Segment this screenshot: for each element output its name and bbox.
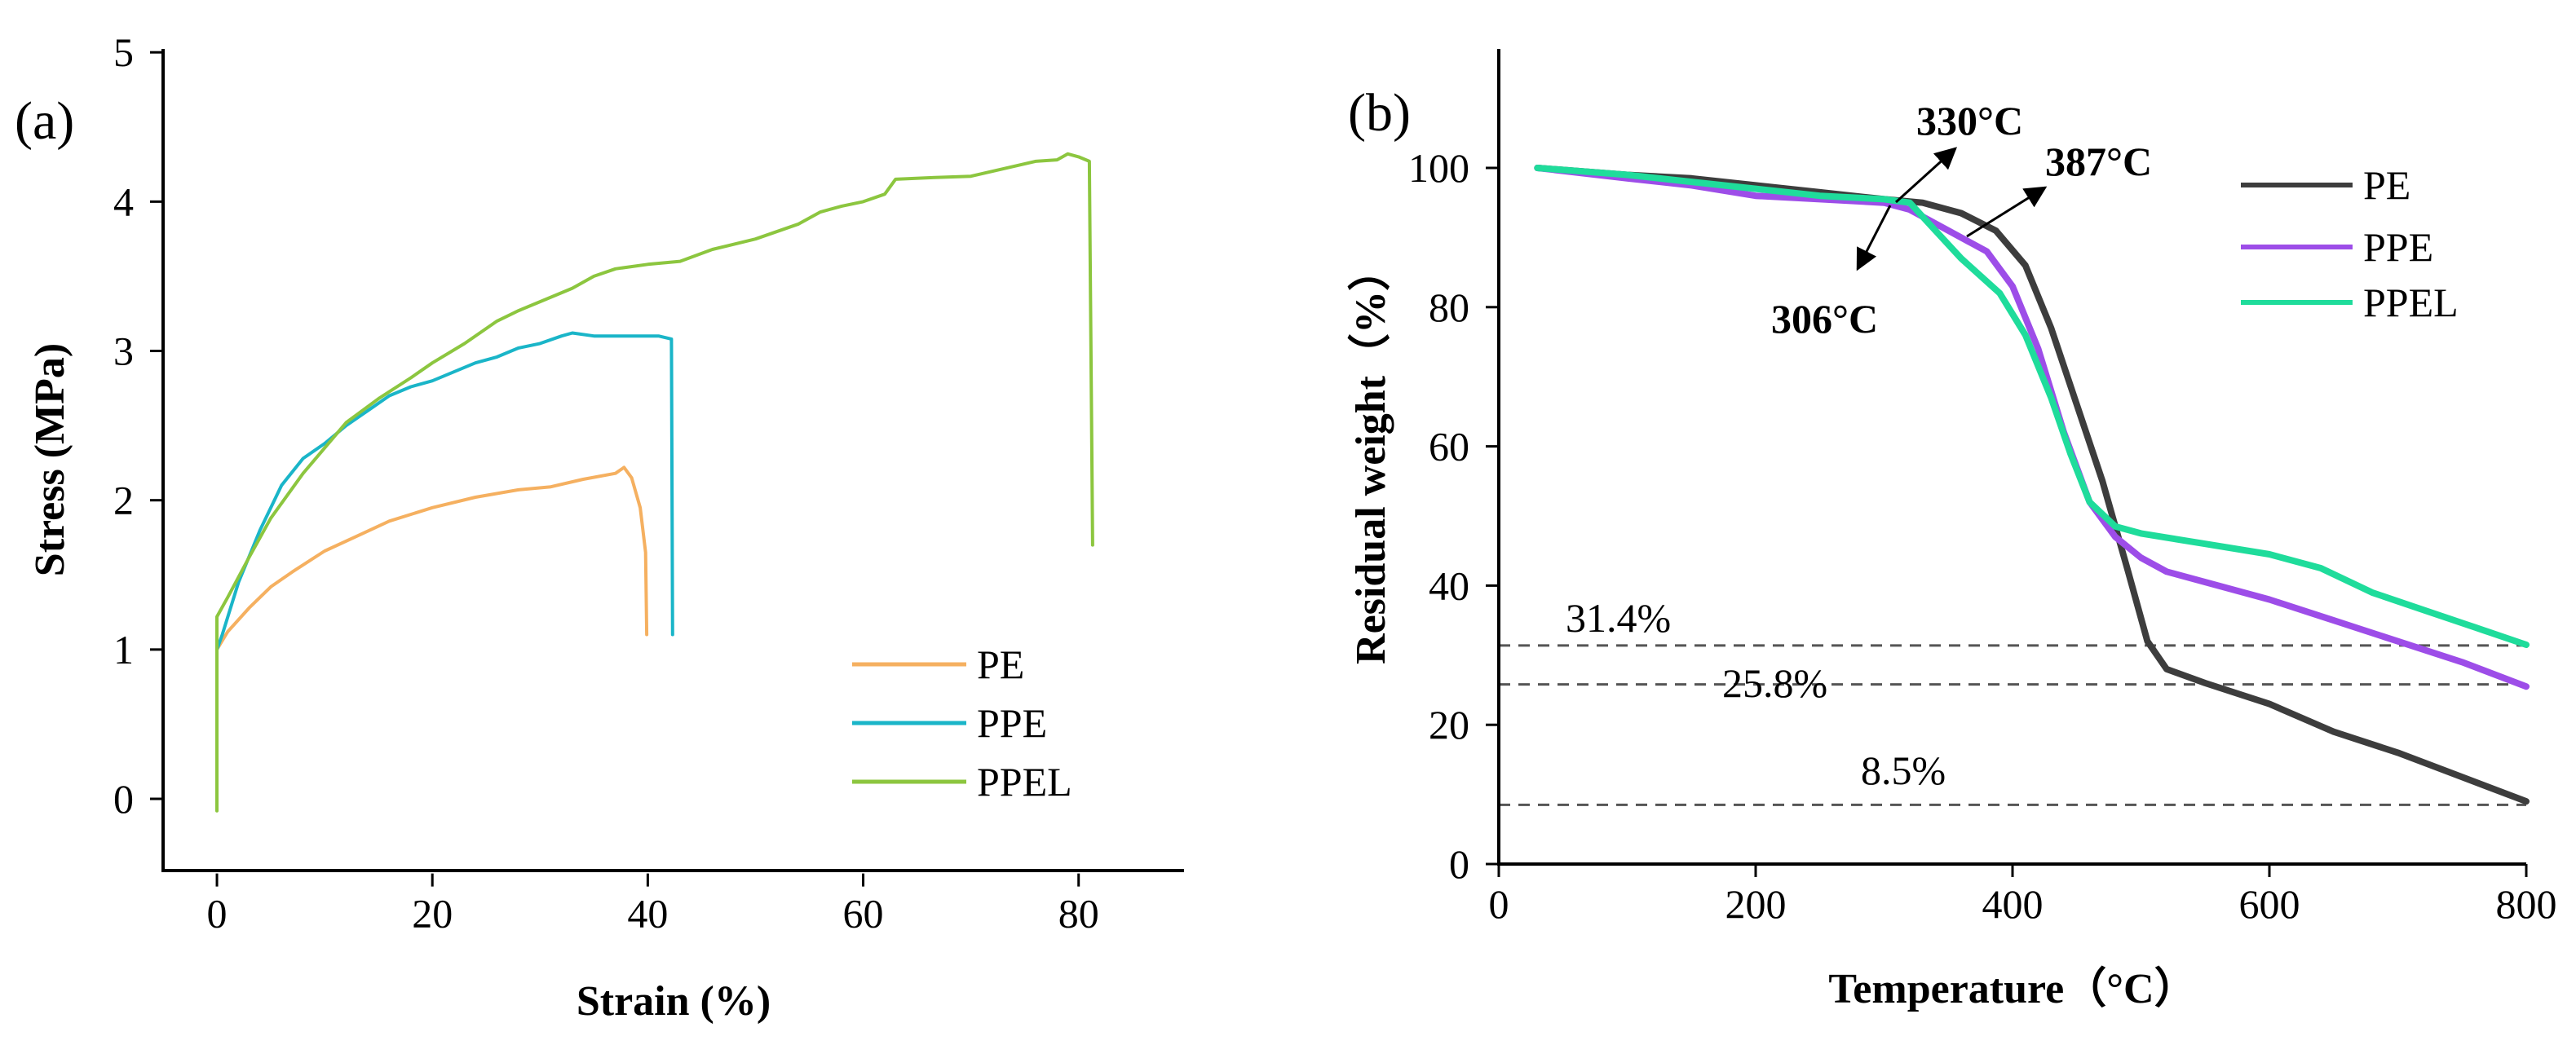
- series-line-pe: [215, 465, 649, 651]
- annot-330: 330°C: [1916, 98, 2023, 143]
- arrow-387: [1966, 186, 2048, 238]
- y-tick-label: 100: [1408, 145, 1469, 191]
- y-tick-label: 0: [113, 776, 134, 822]
- x-tick-label: 600: [2239, 881, 2300, 927]
- ref-label-25-8: 25.8%: [1722, 660, 1827, 706]
- x-tick-label: 40: [627, 891, 668, 937]
- y-tick-label: 0: [1449, 841, 1469, 887]
- panel-b-y-ticks: 0 20 40 60 80 100: [1408, 145, 1499, 887]
- panel-a-x-title: Strain (%): [577, 978, 771, 1025]
- x-tick-label: 0: [207, 891, 228, 937]
- panel-a-axes: [161, 49, 1184, 872]
- panel-b-x-title: Temperature（°C）: [1828, 965, 2196, 1012]
- panel-a-x-ticks: 0 20 40 60 80: [207, 873, 1099, 937]
- y-tick-label: 3: [113, 328, 134, 374]
- legend-ppe-label: PPE: [977, 700, 1047, 746]
- x-tick-label: 400: [1982, 881, 2044, 927]
- panel-b-legend: PE PPE PPEL: [2241, 162, 2459, 325]
- panel-a-y-title: Stress (MPa): [27, 343, 73, 576]
- annot-306: 306°C: [1771, 296, 1878, 342]
- y-tick-label: 60: [1429, 424, 1469, 470]
- x-tick-label: 80: [1058, 891, 1099, 937]
- y-tick-label: 5: [113, 29, 134, 75]
- panel-a-series-group: [215, 152, 1094, 813]
- x-tick-label: 200: [1725, 881, 1787, 927]
- legend-b-ppel-label: PPEL: [2363, 280, 2459, 325]
- x-tick-label: 20: [412, 891, 453, 937]
- panel-a-y-ticks: 0 1 2 3 4 5: [113, 29, 163, 822]
- series-line-ppel: [1534, 165, 2530, 648]
- legend-b-pe-label: PE: [2363, 162, 2410, 208]
- y-tick-label: 40: [1429, 562, 1469, 608]
- y-tick-label: 2: [113, 478, 134, 523]
- series-line-pe: [1534, 165, 2530, 805]
- annot-387: 387°C: [2045, 139, 2152, 184]
- x-tick-label: 0: [1489, 881, 1509, 927]
- y-tick-label: 20: [1429, 702, 1469, 747]
- y-tick-label: 1: [113, 627, 134, 672]
- ref-label-8-5: 8.5%: [1861, 747, 1946, 793]
- arrow-330: [1894, 147, 1958, 204]
- series-line-ppel: [215, 152, 1094, 813]
- series-line-ppe: [215, 331, 674, 651]
- y-tick-label: 80: [1429, 284, 1469, 330]
- arrow-306: [1856, 205, 1892, 271]
- panel-b-x-ticks: 0 200 400 600 800: [1489, 864, 2557, 927]
- panel-b-series-group: [1534, 165, 2530, 805]
- y-tick-label: 4: [113, 179, 134, 224]
- panel-b-y-title: Residual weight（%）: [1347, 249, 1394, 664]
- panel-a: (a) 0 20 40 60 80 0 1 2 3 4 5 Strain (%) Stress (…: [15, 29, 1184, 1025]
- ref-label-31-4: 31.4%: [1566, 595, 1671, 641]
- panel-b-label: (b): [1348, 83, 1411, 143]
- panel-b: (b) 0 200 400 600 800 0 20 40 60 80 100 Temperatu…: [1347, 49, 2557, 1012]
- legend-pe-label: PE: [977, 642, 1024, 687]
- x-tick-label: 60: [843, 891, 884, 937]
- panel-a-legend: PE PPE PPEL: [852, 642, 1072, 805]
- legend-ppel-label: PPEL: [977, 759, 1072, 805]
- x-tick-label: 800: [2496, 881, 2557, 927]
- panel-b-reference-lines: [1499, 644, 2526, 806]
- legend-b-ppe-label: PPE: [2363, 224, 2433, 270]
- panel-a-label: (a): [15, 91, 74, 151]
